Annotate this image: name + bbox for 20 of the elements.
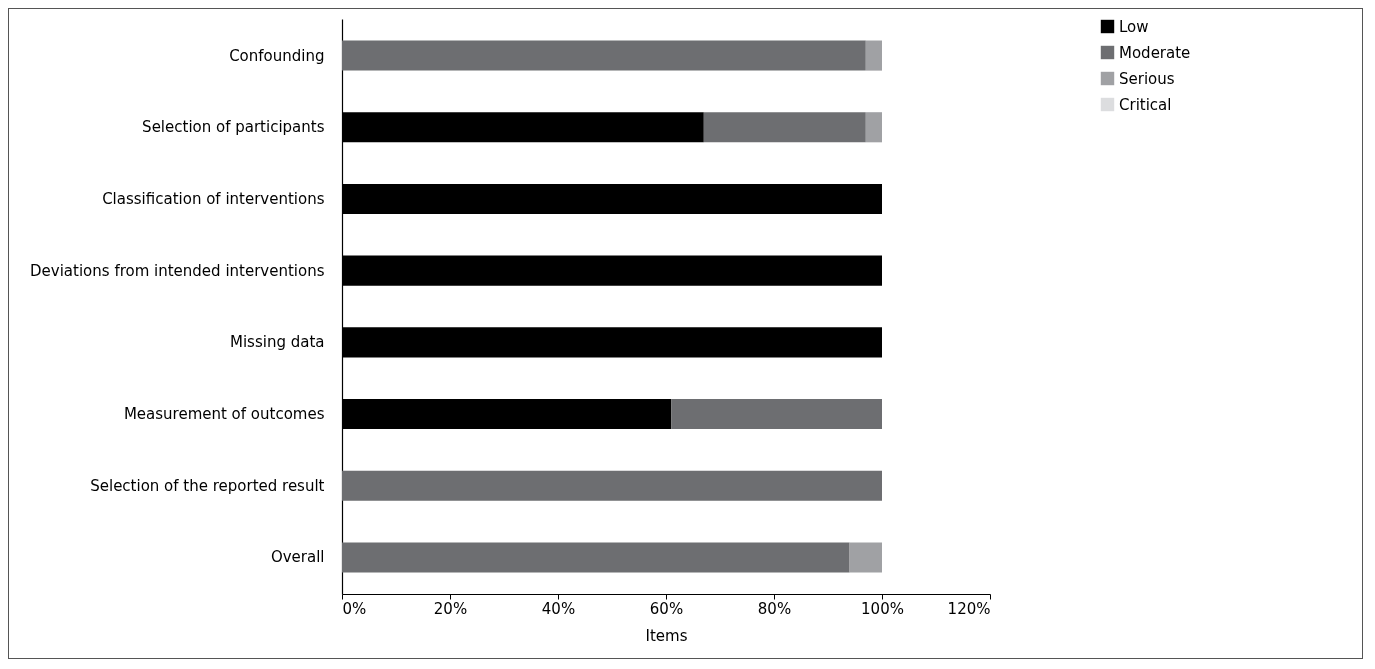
legend-label: Critical (1119, 95, 1172, 114)
legend-label: Low (1119, 17, 1149, 36)
x-tick-label: 120% (947, 599, 991, 618)
y-tick-label: Selection of participants (142, 118, 325, 137)
y-tick-label: Measurement of outcomes (123, 405, 325, 424)
y-tick-label: Confounding (229, 46, 325, 65)
y-tick-label: Classification of interventions (102, 189, 325, 208)
x-axis-title: Items (645, 626, 688, 645)
x-tick-label: 0% (342, 599, 367, 618)
legend-label: Serious (1119, 69, 1175, 88)
x-tick-label: 80% (757, 599, 792, 618)
x-tick-label: 20% (433, 599, 468, 618)
x-tick-label: 60% (649, 599, 684, 618)
y-tick-label: Selection of the reported result (90, 476, 325, 495)
x-tick-label: 40% (541, 599, 576, 618)
y-tick-label: Missing data (230, 333, 325, 352)
y-tick-label: Overall (270, 548, 325, 567)
legend-label: Moderate (1119, 43, 1191, 62)
y-tick-label: Deviations from intended interventions (30, 261, 325, 280)
x-tick-label: 100% (861, 599, 904, 618)
